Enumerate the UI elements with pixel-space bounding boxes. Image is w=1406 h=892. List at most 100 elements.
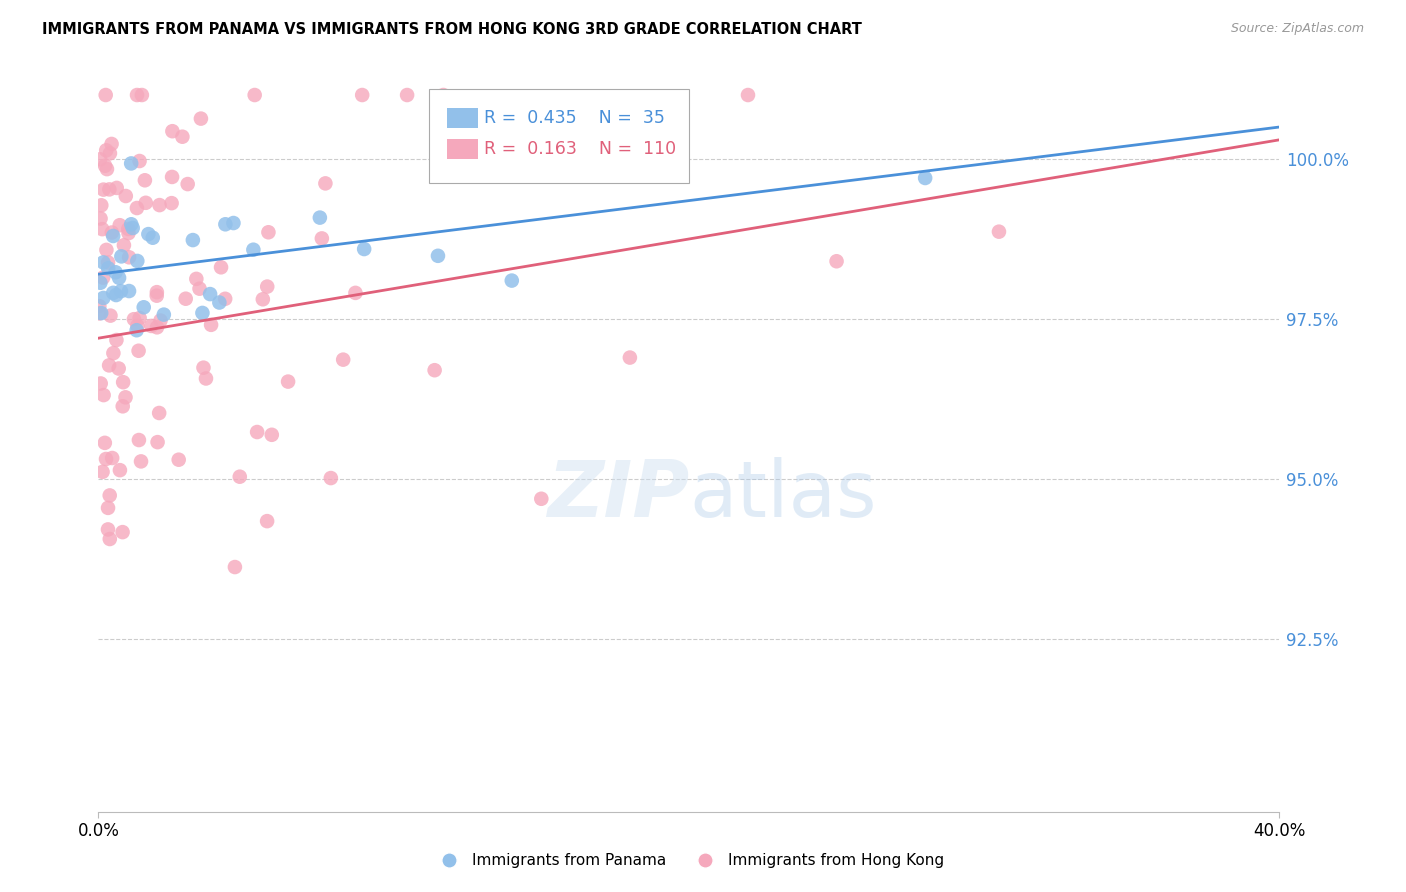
Point	[125, 323, 148, 337]
Point	[825, 254, 848, 268]
Point	[146, 435, 169, 450]
Point	[246, 425, 269, 439]
Point	[96, 243, 118, 257]
Point	[93, 255, 115, 269]
Point	[132, 300, 155, 314]
Point	[200, 318, 222, 332]
Point	[208, 295, 231, 310]
Point	[94, 159, 117, 173]
Point	[110, 249, 132, 263]
Point	[103, 285, 125, 300]
Point	[98, 182, 121, 196]
Point	[110, 284, 132, 298]
Point	[277, 375, 299, 389]
Point	[96, 162, 118, 177]
Point	[121, 221, 143, 235]
Point	[176, 177, 198, 191]
Point	[120, 217, 142, 231]
Point	[89, 153, 111, 167]
Point	[256, 279, 278, 293]
Point	[90, 306, 112, 320]
Point	[148, 406, 170, 420]
Point	[117, 222, 139, 236]
Point	[112, 375, 135, 389]
Point	[194, 371, 217, 385]
Point	[100, 136, 122, 151]
Point	[243, 88, 266, 103]
Point	[101, 450, 124, 465]
Point	[619, 351, 641, 365]
Point	[103, 346, 125, 360]
Point	[353, 242, 375, 256]
Point	[97, 523, 120, 537]
Point	[125, 201, 148, 215]
Point	[181, 233, 204, 247]
Point	[224, 560, 246, 574]
Point	[111, 400, 134, 414]
Point	[91, 270, 114, 285]
Text: R =  0.435    N =  35: R = 0.435 N = 35	[484, 109, 665, 127]
Point	[89, 306, 111, 320]
Point	[101, 226, 124, 240]
Point	[90, 376, 112, 391]
Point	[100, 309, 122, 323]
Point	[101, 229, 124, 244]
Text: atlas: atlas	[689, 458, 876, 533]
Point	[257, 225, 280, 239]
Point	[93, 291, 115, 305]
Point	[167, 452, 190, 467]
Point	[94, 452, 117, 467]
Point	[160, 169, 183, 184]
Legend: Immigrants from Panama, Immigrants from Hong Kong: Immigrants from Panama, Immigrants from …	[427, 847, 950, 874]
Text: ZIP: ZIP	[547, 458, 689, 533]
Point	[432, 88, 454, 103]
Point	[122, 312, 145, 326]
Point	[128, 311, 150, 326]
Point	[146, 320, 169, 334]
Point	[114, 390, 136, 404]
Point	[131, 88, 153, 103]
Point	[198, 287, 221, 301]
Point	[128, 433, 150, 447]
Point	[93, 388, 115, 402]
Point	[94, 435, 117, 450]
Point	[619, 159, 641, 173]
Point	[193, 360, 215, 375]
Point	[134, 173, 156, 187]
Point	[128, 154, 150, 169]
Point	[128, 343, 150, 358]
Point	[127, 254, 149, 268]
Point	[138, 227, 160, 241]
Point	[988, 225, 1011, 239]
Point	[186, 272, 208, 286]
Point	[108, 463, 131, 477]
Point	[229, 469, 252, 483]
Point	[141, 318, 163, 333]
Point	[93, 183, 115, 197]
Point	[91, 465, 114, 479]
Point	[105, 288, 128, 302]
Point	[97, 255, 120, 269]
Point	[98, 488, 121, 502]
Point	[188, 282, 211, 296]
Point	[214, 217, 236, 231]
Point	[91, 222, 114, 236]
Point	[104, 265, 127, 279]
Point	[530, 491, 553, 506]
Text: R =  0.163    N =  110: R = 0.163 N = 110	[484, 140, 676, 158]
Point	[142, 230, 165, 244]
Point	[427, 249, 450, 263]
Point	[90, 198, 112, 212]
Point	[114, 189, 136, 203]
Point	[98, 146, 121, 161]
Point	[118, 250, 141, 264]
Point	[344, 285, 367, 300]
Point	[162, 124, 184, 138]
Point	[129, 454, 152, 468]
Point	[98, 532, 121, 546]
Point	[148, 198, 170, 212]
Point	[914, 171, 936, 186]
Point	[108, 270, 131, 285]
Point	[352, 88, 374, 103]
Point	[423, 363, 446, 377]
